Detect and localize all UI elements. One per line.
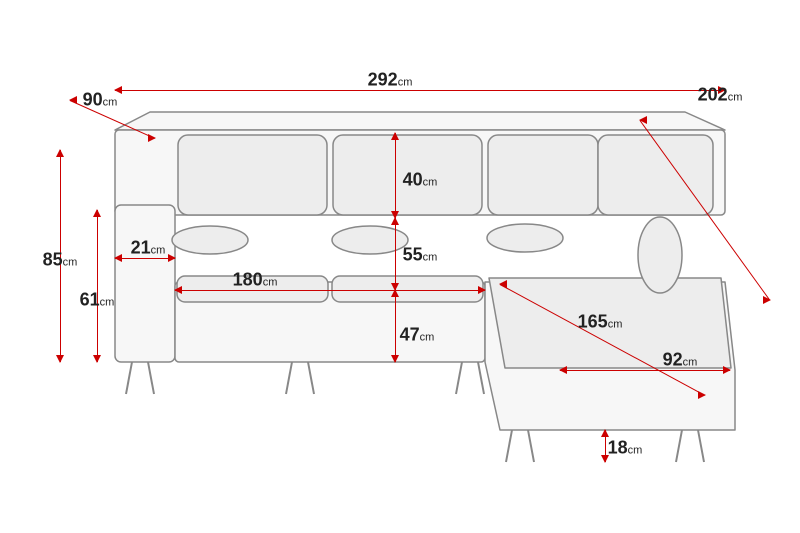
- dimension-label-arm_21: 21cm: [131, 238, 166, 259]
- dimension-value: 40: [403, 170, 423, 190]
- dimension-label-seat_h_47: 47cm: [400, 325, 435, 346]
- dimension-line-seat_180: [175, 290, 485, 291]
- dimension-value: 180: [233, 270, 263, 290]
- dimension-label-height_61: 61cm: [80, 290, 115, 311]
- dimension-unit: cm: [103, 97, 118, 109]
- dimension-unit: cm: [423, 177, 438, 189]
- dimension-unit: cm: [423, 252, 438, 264]
- dimension-line-seatback_55: [395, 218, 396, 290]
- dimension-unit: cm: [628, 445, 643, 457]
- dimension-line-width_292: [115, 90, 725, 91]
- dimension-unit: cm: [608, 319, 623, 331]
- dimension-value: 18: [608, 438, 628, 458]
- dimension-value: 55: [403, 245, 423, 265]
- dimension-label-depth_90: 90cm: [83, 90, 118, 111]
- dimension-unit: cm: [728, 92, 743, 104]
- dimension-value: 292: [368, 70, 398, 90]
- dimension-value: 21: [131, 238, 151, 258]
- dimension-unit: cm: [683, 357, 698, 369]
- dimension-value: 61: [80, 290, 100, 310]
- dimension-unit: cm: [151, 245, 166, 257]
- dimension-line-back_40: [395, 133, 396, 218]
- dimension-label-width_292: 292cm: [368, 70, 413, 91]
- dimension-line-chaise_92: [560, 370, 730, 371]
- dimension-value: 165: [578, 312, 608, 332]
- dimension-unit: cm: [420, 332, 435, 344]
- dimension-unit: cm: [100, 297, 115, 309]
- dimension-label-seat_180: 180cm: [233, 270, 278, 291]
- dimension-label-seatback_55: 55cm: [403, 245, 438, 266]
- dimension-value: 85: [43, 250, 63, 270]
- diagram-stage: 292cm90cm202cm85cm61cm21cm180cm40cm55cm4…: [0, 0, 800, 533]
- dimension-line-seat_h_47: [395, 290, 396, 362]
- dimension-unit: cm: [63, 257, 78, 269]
- dimension-line-height_61: [97, 210, 98, 362]
- dimension-label-height_85: 85cm: [43, 250, 78, 271]
- dimension-unit: cm: [398, 77, 413, 89]
- dimension-label-chaise_92: 92cm: [663, 350, 698, 371]
- dimension-value: 90: [83, 90, 103, 110]
- dimension-value: 47: [400, 325, 420, 345]
- dimension-value: 202: [698, 85, 728, 105]
- dimension-unit: cm: [263, 277, 278, 289]
- dimension-label-chaise_165: 165cm: [578, 312, 623, 333]
- dimension-label-depth_202: 202cm: [698, 85, 743, 106]
- dimension-value: 92: [663, 350, 683, 370]
- dimension-label-leg_18: 18cm: [608, 438, 643, 459]
- dimension-label-back_40: 40cm: [403, 170, 438, 191]
